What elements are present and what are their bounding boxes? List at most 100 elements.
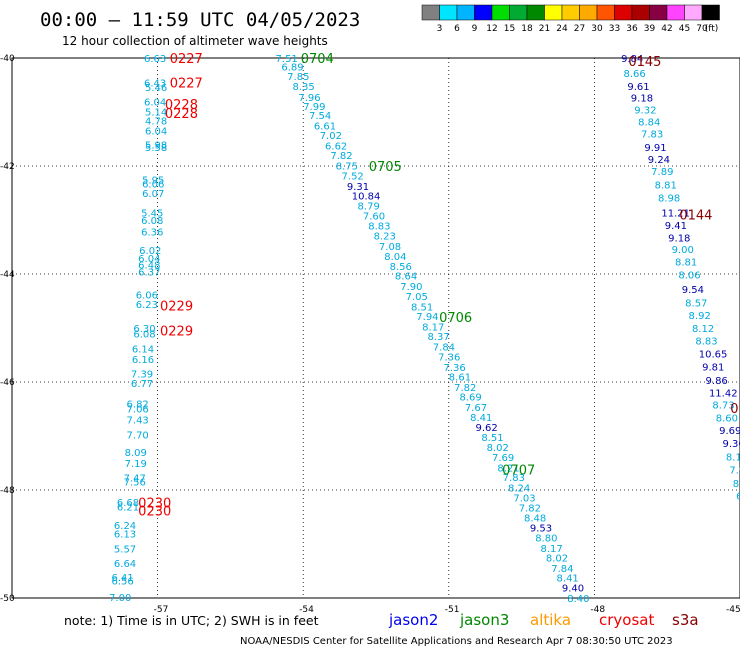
swh-value: 7.70 bbox=[127, 430, 149, 441]
swh-value: 6.08 bbox=[141, 216, 163, 227]
swh-value: 6.04 bbox=[145, 126, 167, 137]
swh-value: 11.21 bbox=[661, 208, 690, 219]
colorbar-label: 27 bbox=[574, 24, 585, 34]
pass-time-label: 0230 bbox=[138, 496, 171, 511]
legend-jason3: jason3 bbox=[459, 611, 509, 629]
legend-s3a: s3a bbox=[672, 611, 699, 629]
swh-value: 7.67 bbox=[465, 403, 487, 414]
swh-value: 6.04 bbox=[144, 98, 166, 109]
swh-value: 5.98 bbox=[145, 140, 167, 151]
colorbar-swatch bbox=[474, 4, 493, 21]
swh-value: 7.19 bbox=[125, 459, 147, 470]
swh-value: 6.07 bbox=[142, 189, 164, 200]
swh-value: 7.84 bbox=[551, 564, 573, 575]
colorbar-swatch bbox=[544, 4, 563, 21]
swh-value: 8.02 bbox=[546, 554, 568, 565]
swh-value: 11.42 bbox=[709, 388, 738, 399]
y-tick-label: -48 bbox=[0, 486, 15, 496]
swh-value: 8.12 bbox=[692, 324, 714, 335]
colorbar-swatch bbox=[596, 4, 615, 21]
pass-time-label: 0227 bbox=[170, 76, 203, 91]
colorbar-swatch bbox=[421, 4, 440, 21]
swh-value: 7.91 bbox=[729, 465, 740, 476]
colorbar-label: 18 bbox=[521, 24, 533, 34]
colorbar-label: (ft) bbox=[705, 24, 719, 34]
swh-value: 6.41 bbox=[111, 573, 133, 584]
swh-value: 7.05 bbox=[406, 292, 428, 303]
swh-value: 5.14 bbox=[145, 107, 167, 118]
pass-time-label: 0143 bbox=[730, 402, 740, 417]
swh-value: 8.98 bbox=[658, 193, 680, 204]
swh-value: 6.43 bbox=[144, 78, 166, 89]
swh-value: 8.06 bbox=[678, 271, 700, 282]
colorbar-label: 30 bbox=[591, 24, 603, 34]
swh-value: 7.82 bbox=[454, 383, 476, 394]
swh-value: 9.00 bbox=[672, 245, 694, 256]
x-tick-label: -48 bbox=[590, 605, 605, 615]
colorbar-label: 45 bbox=[679, 24, 690, 34]
swh-value: 6.89 bbox=[281, 63, 303, 74]
colorbar-swatch bbox=[509, 4, 528, 21]
swh-value: 7.83 bbox=[641, 130, 663, 141]
swh-value: 9.62 bbox=[475, 423, 497, 434]
swh-value: 9.54 bbox=[682, 285, 704, 296]
swh-value: 8.60 bbox=[716, 414, 738, 425]
swh-value: 7.47 bbox=[124, 474, 146, 485]
swh-value: 8.84 bbox=[638, 118, 660, 129]
swh-values: 6.636.435.466.045.144.786.045.985.585.95… bbox=[109, 54, 740, 605]
colorbar-label: 42 bbox=[661, 24, 672, 34]
legend-jason2: jason2 bbox=[388, 611, 438, 629]
swh-value: 6.21 bbox=[117, 503, 139, 514]
swh-value: 8.61 bbox=[449, 373, 471, 384]
plot-frame bbox=[11, 57, 740, 599]
swh-value: 6.82 bbox=[127, 400, 149, 411]
swh-value: 8.83 bbox=[368, 221, 390, 232]
swh-value: 7.52 bbox=[342, 172, 364, 183]
swh-value: 6.06 bbox=[142, 179, 164, 190]
swh-value: 8.51 bbox=[411, 302, 433, 313]
colorbar-label: 3 bbox=[437, 24, 443, 34]
swh-value: 8.73 bbox=[712, 401, 734, 412]
x-tick-label: -54 bbox=[299, 605, 314, 615]
pass-time-label: 0229 bbox=[160, 299, 193, 314]
colorbar-label: 6 bbox=[454, 24, 460, 34]
swh-value: 8.37 bbox=[427, 332, 449, 343]
swh-value: 8.57 bbox=[685, 299, 707, 310]
legend-altika: altika bbox=[530, 611, 571, 629]
swh-value: 8.35 bbox=[293, 82, 315, 93]
swh-value: 6.06 bbox=[136, 291, 158, 302]
swh-value: 6.23 bbox=[136, 300, 158, 311]
swh-value: 7.03 bbox=[513, 494, 535, 505]
swh-value: 7.51 bbox=[276, 54, 298, 65]
satellite-legend: jason2 jason3 altika cryosat s3a bbox=[388, 611, 699, 629]
colorbar-swatch bbox=[684, 4, 703, 21]
x-tick-label: -45 bbox=[726, 605, 740, 615]
swh-value: 6.48 bbox=[138, 260, 160, 271]
swh-value: 5.57 bbox=[114, 544, 136, 555]
colorbar: 3 6 9 12 15 18 21 24 27 30 33 36 39 42 45 70(ft) bbox=[421, 4, 720, 34]
swh-value: 9.24 bbox=[648, 155, 670, 166]
swh-value: 7.60 bbox=[363, 212, 385, 223]
swh-value: 6.16 bbox=[132, 355, 154, 366]
swh-value: 9.32 bbox=[634, 105, 656, 116]
pass-time-label: 0228 bbox=[165, 107, 198, 122]
colorbar-label: 70 bbox=[696, 24, 708, 34]
pass-time-label: 0705 bbox=[369, 160, 402, 175]
swh-value: 6.02 bbox=[139, 246, 161, 257]
x-tick-label: -51 bbox=[445, 605, 460, 615]
y-tick-label: -44 bbox=[0, 270, 15, 280]
swh-value: 5.45 bbox=[141, 208, 163, 219]
pass-time-label: 0707 bbox=[502, 463, 535, 478]
swh-value: 6.61 bbox=[314, 122, 336, 133]
grid bbox=[12, 57, 740, 599]
swh-value: 5.95 bbox=[142, 176, 164, 187]
chart-subtitle: 12 hour collection of altimeter wave hei… bbox=[62, 34, 328, 48]
swh-value: 5.46 bbox=[145, 83, 167, 94]
chart-title: 00:00 – 11:59 UTC 04/05/2023 bbox=[40, 9, 360, 31]
plot-area: -57 -54 -51 -48 -45 -40 -42 -44 -46 -48 -50 6.63 6… bbox=[0, 52, 740, 615]
swh-value: 8.17 bbox=[422, 322, 444, 333]
swh-value: 7.43 bbox=[127, 415, 149, 426]
swh-value: 8.81 bbox=[675, 258, 697, 269]
x-axis-ticks: -57 -54 -51 -48 -45 bbox=[154, 605, 740, 615]
